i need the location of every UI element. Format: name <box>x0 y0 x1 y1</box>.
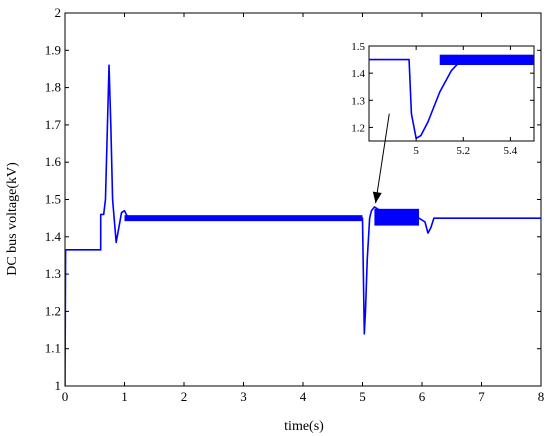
main-x-tick-label: 5 <box>359 389 366 404</box>
inset-x-tick-label: 5.2 <box>456 145 470 157</box>
main-series-line <box>65 64 541 386</box>
inset-x-tick-label: 5 <box>413 145 419 157</box>
main-x-tick-label: 3 <box>240 389 247 404</box>
main-x-tick-label: 8 <box>538 389 545 404</box>
main-y-tick-label: 1.2 <box>45 303 61 318</box>
inset-series-line <box>369 56 534 140</box>
main-x-tick-label: 4 <box>300 389 307 404</box>
main-x-tick-label: 0 <box>62 389 69 404</box>
inset-plot: 5 5.2 5.4 1.2 1.3 1.4 1.5 <box>351 41 535 157</box>
main-y-tick-label: 2 <box>55 5 62 20</box>
annotation-arrow-shaft <box>375 113 390 204</box>
main-y-tick-label: 1.9 <box>45 42 61 57</box>
annotation-layer <box>372 113 390 204</box>
main-oscillation-band <box>374 208 420 226</box>
main-y-tick-label: 1.6 <box>45 154 62 169</box>
y-axis-label: DC bus voltage(kV) <box>5 162 20 276</box>
main-y-tick-label: 1.5 <box>45 192 61 207</box>
inset-y-tick-label: 1.4 <box>351 68 365 80</box>
inset-y-tick-label: 1.5 <box>351 41 365 53</box>
main-x-tick-label: 2 <box>181 389 188 404</box>
inset-y-tick-label: 1.3 <box>351 95 365 107</box>
annotation-arrow-head <box>372 191 382 204</box>
x-axis-label: time(s) <box>284 419 324 434</box>
main-y-tick-label: 1.7 <box>45 117 62 132</box>
main-y-tick-label: 1.4 <box>45 229 62 244</box>
inset-y-tick-label: 1.2 <box>351 122 365 134</box>
main-y-tick-label: 1 <box>55 378 62 393</box>
main-x-tick-label: 1 <box>121 389 128 404</box>
main-x-tick-label: 6 <box>419 389 426 404</box>
main-y-tick-label: 1.8 <box>45 80 61 95</box>
main-y-tick-label: 1.1 <box>45 341 61 356</box>
main-x-tick-label: 7 <box>478 389 485 404</box>
main-y-tick-label: 1.3 <box>45 266 61 281</box>
inset-x-tick-label: 5.4 <box>504 145 518 157</box>
